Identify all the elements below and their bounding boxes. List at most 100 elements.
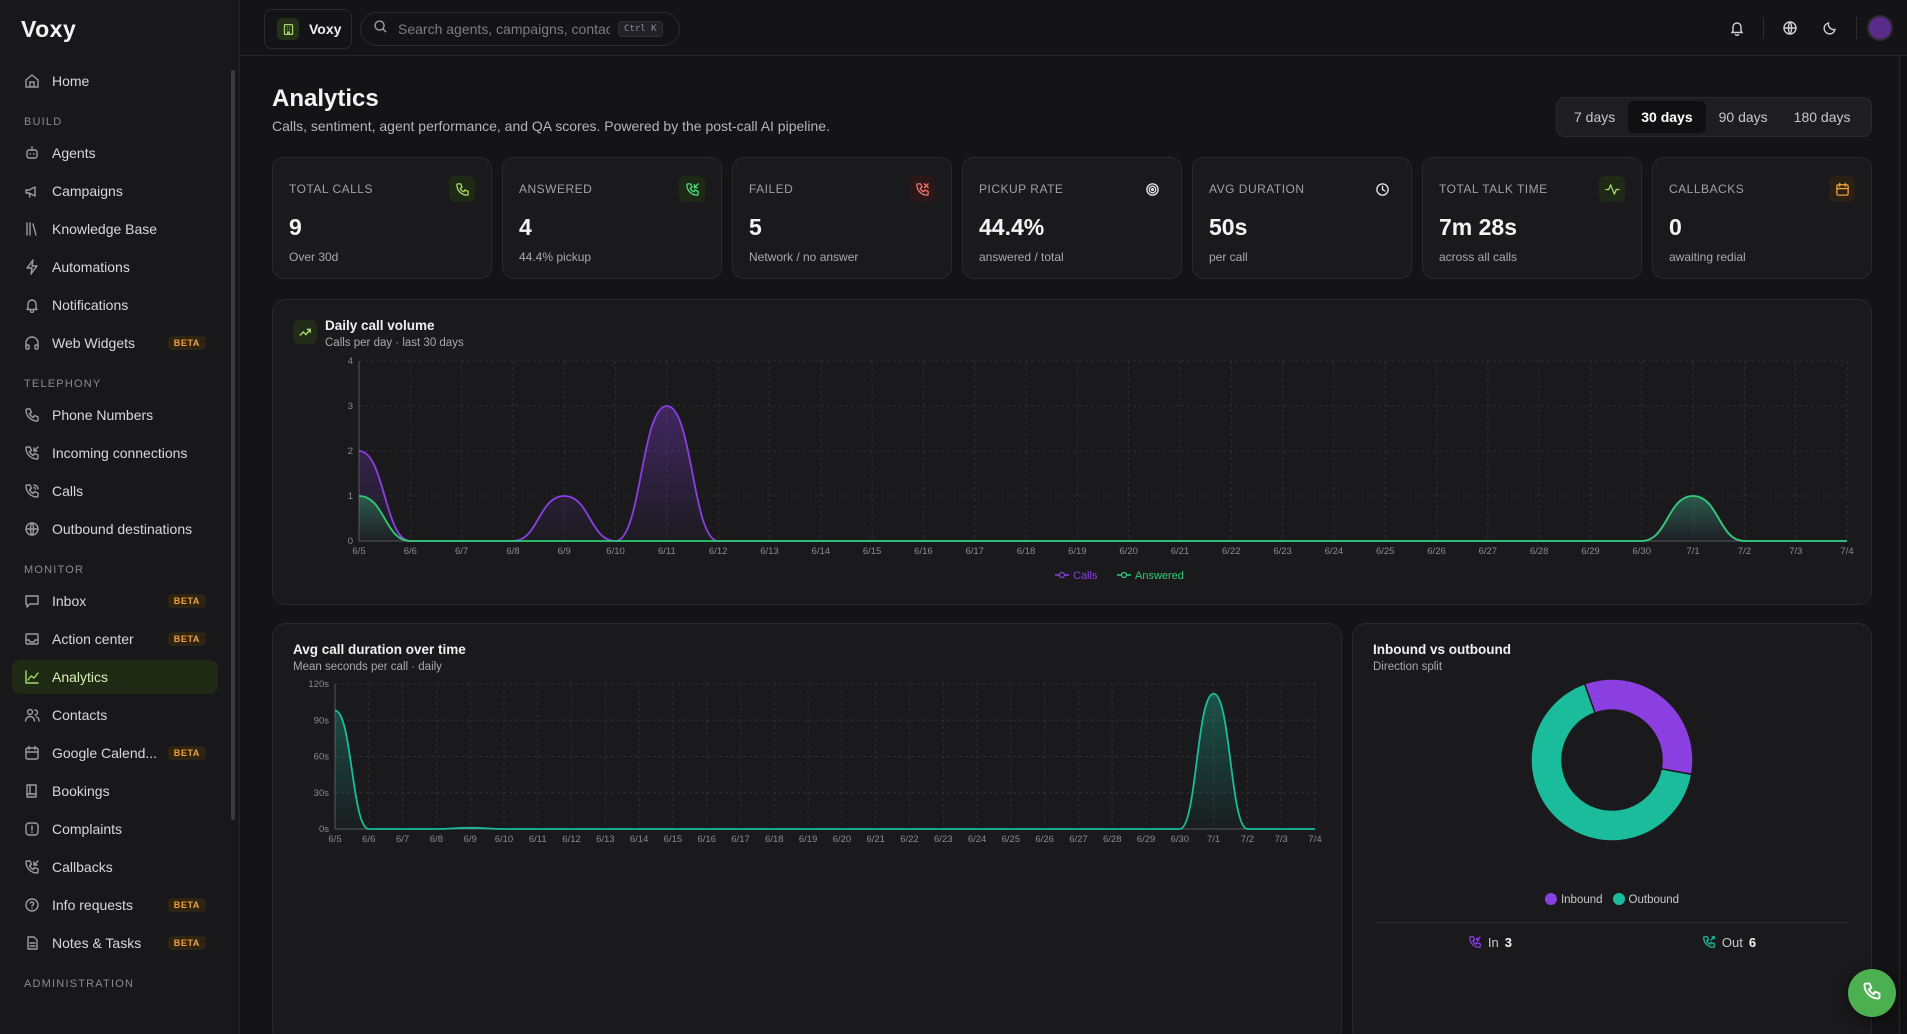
phone-call-icon [24, 483, 40, 499]
inbound-value: 3 [1504, 935, 1512, 950]
series-area-calls [359, 406, 1847, 541]
x-tick-label: 6/24 [1325, 546, 1344, 557]
sidebar-item-automations[interactable]: Automations [12, 250, 218, 284]
moon-icon[interactable] [1810, 8, 1850, 48]
sidebar-item-phone-numbers[interactable]: Phone Numbers [12, 398, 218, 432]
direction-donut-chart [1530, 678, 1694, 842]
sidebar-item-agents[interactable]: Agents [12, 136, 218, 170]
sidebar-item-label: Bookings [52, 783, 110, 799]
x-tick-label: 6/15 [664, 834, 683, 845]
x-tick-label: 6/26 [1427, 546, 1446, 557]
sidebar-item-label: Notifications [52, 297, 129, 313]
x-tick-label: 7/2 [1241, 834, 1254, 845]
topbar-actions [1717, 0, 1907, 56]
stat-card-answered: Answered 4 44.4% pickup [502, 157, 722, 279]
sidebar-item-label: Inbox [52, 593, 87, 609]
globe-icon [24, 521, 40, 537]
x-tick-label: 6/5 [328, 834, 341, 845]
sidebar-item-notes-tasks[interactable]: Notes & Tasks BETA [12, 926, 218, 960]
series-line-answered [358, 495, 1847, 542]
avatar[interactable] [1867, 15, 1893, 41]
file-icon [24, 935, 40, 951]
build-items: Agents Campaigns Knowledge Base Automations… [12, 136, 218, 360]
sidebar-item-home[interactable]: Home [12, 64, 218, 98]
section-telephony: TELEPHONY [24, 378, 102, 390]
search-input[interactable] [398, 21, 610, 37]
call-fab-button[interactable] [1848, 969, 1896, 1017]
x-tick-label: 6/16 [914, 546, 933, 557]
bell-icon[interactable] [1717, 8, 1757, 48]
series-area-answered [359, 496, 1847, 541]
phone-incoming-icon [1469, 936, 1481, 948]
megaphone-icon [24, 183, 40, 199]
beta-badge: BETA [167, 746, 206, 760]
beta-badge: BETA [167, 632, 206, 646]
headphones-icon [24, 335, 40, 351]
y-tick-label: 90s [314, 715, 330, 726]
sidebar-item-action-center[interactable]: Action center BETA [12, 622, 218, 656]
sidebar-item-notifications[interactable]: Notifications [12, 288, 218, 322]
sidebar-item-bookings[interactable]: Bookings [12, 774, 218, 808]
library-icon [24, 221, 40, 237]
x-tick-label: 6/9 [558, 546, 571, 557]
section-monitor: MONITOR [24, 564, 85, 576]
sidebar-item-outbound-destinations[interactable]: Outbound destinations [12, 512, 218, 546]
x-tick-label: 6/29 [1581, 546, 1600, 557]
x-tick-label: 7/4 [1840, 546, 1853, 557]
stat-value: 5 [749, 214, 762, 240]
sidebar-item-contacts[interactable]: Contacts [12, 698, 218, 732]
sidebar-item-label: Campaigns [52, 183, 123, 199]
legend-inbound[interactable]: Inbound [1544, 893, 1603, 906]
x-tick-label: 6/6 [362, 834, 375, 845]
workspace-name: Voxy [309, 21, 342, 37]
stat-card-avg-duration: Avg duration 50s per call [1192, 157, 1412, 279]
range-30-days[interactable]: 30 days [1628, 101, 1706, 133]
sidebar-item-complaints[interactable]: Complaints [12, 812, 218, 846]
logo[interactable]: Voxy [21, 16, 77, 42]
page-scrollbar-track[interactable] [1899, 56, 1907, 1034]
search-shortcut: Ctrl K [618, 21, 663, 37]
sidebar-item-knowledge-base[interactable]: Knowledge Base [12, 212, 218, 246]
search-box[interactable]: Ctrl K [360, 12, 680, 46]
inbound-label: In [1487, 935, 1499, 950]
x-tick-label: 6/11 [529, 834, 547, 845]
sidebar-item-callbacks[interactable]: Callbacks [12, 850, 218, 884]
sidebar-item-label: Calls [52, 483, 84, 499]
x-tick-label: 6/13 [596, 834, 615, 845]
zap-icon [24, 259, 40, 275]
sidebar-item-calls[interactable]: Calls [12, 474, 218, 508]
stat-card-total-calls: Total calls 9 Over 30d [272, 157, 492, 279]
sidebar-item-incoming-connections[interactable]: Incoming connections [12, 436, 218, 470]
x-tick-label: 6/16 [697, 834, 716, 845]
range-7-days[interactable]: 7 days [1574, 109, 1616, 125]
x-tick-label: 6/30 [1633, 546, 1652, 557]
workspace-switcher[interactable]: Voxy [264, 9, 352, 49]
x-tick-label: 6/20 [833, 834, 852, 845]
stat-value: 50s [1209, 214, 1248, 240]
sidebar-item-label: Action center [52, 631, 134, 647]
sidebar-item-inbox[interactable]: Inbox BETA [12, 584, 218, 618]
legend-outbound[interactable]: Outbound [1612, 893, 1680, 906]
x-tick-label: 7/2 [1738, 546, 1751, 557]
sidebar-item-google-calend[interactable]: Google Calend... BETA [12, 736, 218, 770]
x-tick-label: 6/12 [709, 546, 728, 557]
x-tick-label: 6/5 [352, 546, 365, 557]
x-tick-label: 6/19 [1068, 546, 1087, 557]
legend-label: Answered [1135, 570, 1184, 582]
globe-icon[interactable] [1770, 8, 1810, 48]
x-tick-label: 6/17 [965, 546, 984, 557]
sidebar-item-web-widgets[interactable]: Web Widgets BETA [12, 326, 218, 360]
sidebar-item-campaigns[interactable]: Campaigns [12, 174, 218, 208]
x-tick-label: 6/29 [1137, 834, 1156, 845]
sidebar-scrollbar[interactable] [231, 70, 235, 820]
donut-slice-outbound [1530, 682, 1693, 842]
sidebar-item-analytics[interactable]: Analytics [12, 660, 218, 694]
stat-label: Total calls [289, 182, 373, 196]
legend-label: Outbound [1628, 894, 1680, 906]
range-90-days[interactable]: 90 days [1718, 109, 1768, 125]
stat-label: Total talk time [1439, 182, 1548, 196]
sidebar-item-info-requests[interactable]: Info requests BETA [12, 888, 218, 922]
x-tick-label: 6/30 [1171, 834, 1190, 845]
range-180-days[interactable]: 180 days [1793, 109, 1851, 125]
